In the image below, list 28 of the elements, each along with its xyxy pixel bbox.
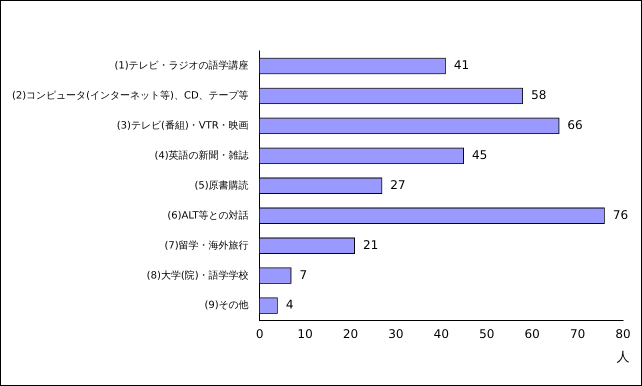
x-tick-label: 50	[479, 326, 494, 341]
y-tick-label: (1)テレビ・ラジオの語学講座	[114, 60, 249, 72]
x-axis-title: 人	[616, 350, 630, 365]
data-label: 4	[286, 298, 294, 312]
y-tick-label: (6)ALT等との対話	[167, 209, 249, 222]
x-tick-label: 0	[256, 326, 264, 341]
data-label: 7	[299, 268, 308, 282]
data-label: 27	[390, 178, 406, 192]
x-tick-label: 70	[570, 326, 586, 341]
y-tick-label: (3)テレビ(番組)・VTR・映画	[116, 119, 249, 132]
data-label: 76	[612, 208, 628, 222]
y-tick-label: (8)大学(院)・語学学校	[146, 269, 249, 282]
x-tick-label: 20	[342, 326, 358, 341]
y-tick-label: (5)原書購読	[194, 179, 249, 192]
x-tick-label: 60	[524, 326, 540, 341]
data-label: 58	[531, 88, 546, 102]
data-label: 45	[472, 148, 488, 162]
x-tick-label: 10	[297, 326, 313, 341]
data-label: 41	[454, 58, 470, 72]
y-tick-label: (7)留学・海外旅行	[164, 239, 249, 252]
y-tick-label: (9)その他	[204, 299, 249, 312]
y-tick-label: (2)コンピュータ(インターネット等)、CD、テープ等	[12, 90, 249, 102]
x-tick-label: 30	[388, 326, 404, 341]
y-tick-label: (4)英語の新聞・雑誌	[154, 149, 249, 162]
x-tick-label: 40	[434, 326, 449, 341]
data-label: 21	[363, 238, 378, 252]
data-label: 66	[567, 118, 583, 132]
x-tick-label: 80	[615, 326, 631, 341]
